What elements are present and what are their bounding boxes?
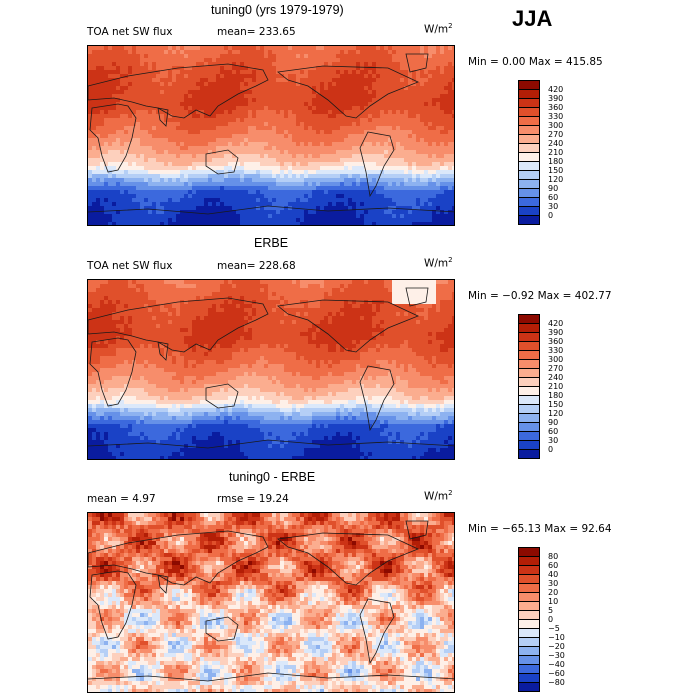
colorbar-label: 240 [548,139,564,148]
coastline [359,598,395,665]
coastline [88,439,454,449]
colorbar-label: −5 [548,624,560,633]
variable-label: TOA net SW flux [87,260,173,272]
colorbar-label: 150 [548,400,564,409]
mean-label: mean= 228.68 [217,260,296,272]
coastline [205,616,239,642]
coastline [89,337,137,407]
colorbar-label: 90 [548,184,559,193]
colorbar-label: 30 [548,436,559,445]
coastline [205,383,239,409]
colorbar-label: 40 [548,570,559,579]
colorbar-label: 270 [548,364,564,373]
colorbar-label: −80 [548,678,565,687]
coastline [205,149,239,175]
colorbar-label: 0 [548,445,554,454]
coastline [359,131,395,198]
units-label: W/m2 [424,256,453,270]
panel-title: tuning0 - ERBE [229,470,316,484]
map-canvas [88,46,454,225]
colorbar-label: 180 [548,157,564,166]
map-canvas [88,513,454,692]
colorbar-label: 270 [548,130,564,139]
colorbar-label: 120 [548,175,564,184]
colorbar-swatch [518,449,540,459]
colorbar-label: 90 [548,418,559,427]
coastline [405,520,429,540]
colorbar-label: −20 [548,642,565,651]
season-label: JJA [512,6,553,31]
colorbar-label: 420 [548,85,564,94]
coastline [277,532,420,586]
colorbar-label: 30 [548,202,559,211]
colorbar-label: 60 [548,427,559,436]
min-max-label: Min = −65.13 Max = 92.64 [468,523,612,535]
colorbar-label: 360 [548,337,564,346]
colorbar-label: 390 [548,328,564,337]
panel-title: ERBE [254,236,289,250]
colorbar-label: 300 [548,121,564,130]
colorbar-label: 330 [548,346,564,355]
flux-map [87,279,455,460]
colorbar-swatch [518,682,540,692]
map-canvas [88,280,454,459]
colorbar-label: 20 [548,588,559,597]
coastline [157,341,169,361]
colorbar-label: 60 [548,561,559,570]
colorbar-label: 210 [548,148,564,157]
difference-map [87,512,455,693]
colorbar-label: 150 [548,166,564,175]
panel-title: tuning0 (yrs 1979-1979) [211,3,344,17]
coastline [88,672,454,682]
colorbar-label: 360 [548,103,564,112]
colorbar-label: 0 [548,615,554,624]
coastline [89,570,137,640]
colorbar-label: 210 [548,382,564,391]
colorbar-label: 5 [548,606,554,615]
coastline [405,53,429,73]
coastline [277,65,420,119]
units-label: W/m2 [424,22,453,36]
coastline [277,299,420,353]
colorbar-label: 10 [548,597,559,606]
coastline [88,63,269,119]
colorbar-label: 60 [548,193,559,202]
colorbar-label: 180 [548,391,564,400]
mean-label: mean= 233.65 [217,26,296,38]
colorbar-label: 120 [548,409,564,418]
coastline [359,365,395,432]
colorbar-label: −60 [548,669,565,678]
coastline [88,205,454,215]
colorbar-label: 30 [548,579,559,588]
rmse-label: rmse = 19.24 [217,493,289,505]
colorbar-swatch [518,215,540,225]
colorbar-label: −40 [548,660,565,669]
coastline [157,574,169,594]
flux-map [87,45,455,226]
colorbar-label: 420 [548,319,564,328]
min-max-label: Min = 0.00 Max = 415.85 [468,56,603,68]
colorbar-label: −10 [548,633,565,642]
colorbar-label: 330 [548,112,564,121]
coastline [88,297,269,353]
diff-mean-label: mean = 4.97 [87,493,156,505]
colorbar-label: 0 [548,211,554,220]
coastline [88,530,269,586]
colorbar-label: 240 [548,373,564,382]
colorbar-label: 300 [548,355,564,364]
min-max-label: Min = −0.92 Max = 402.77 [468,290,612,302]
coastline [157,107,169,127]
colorbar-label: 390 [548,94,564,103]
colorbar-label: 80 [548,552,559,561]
coastline [89,103,137,173]
colorbar-label: −30 [548,651,565,660]
coastline [405,287,429,307]
variable-label: TOA net SW flux [87,26,173,38]
units-label: W/m2 [424,489,453,503]
